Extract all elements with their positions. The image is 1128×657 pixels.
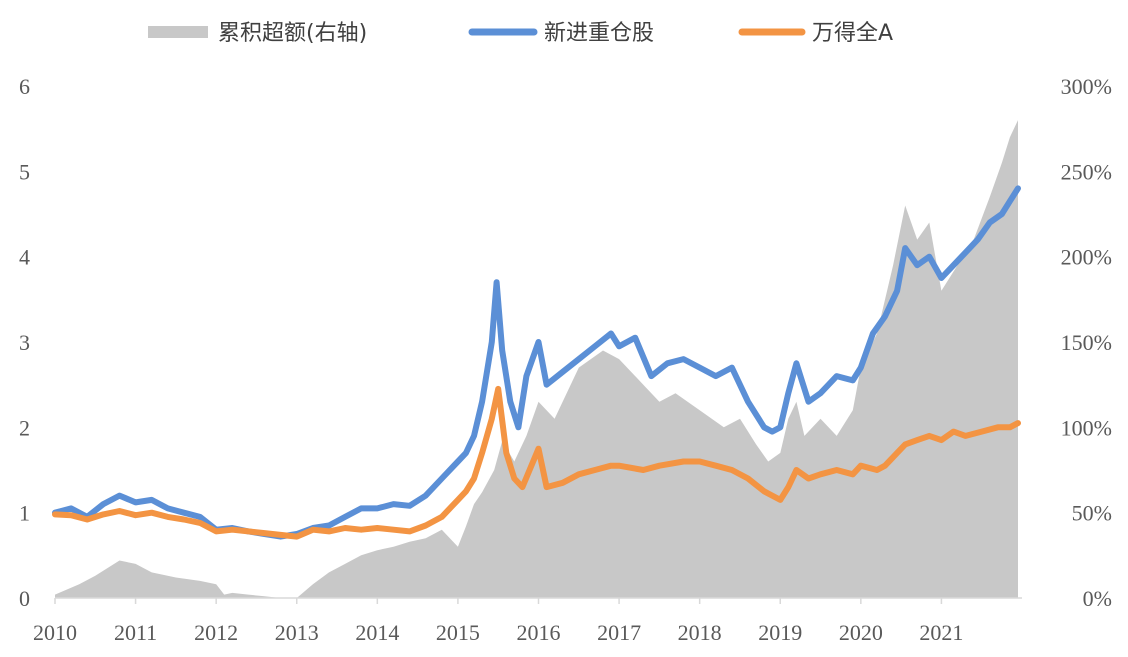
series-area-excess bbox=[55, 120, 1018, 598]
x-tick-label: 2020 bbox=[839, 620, 883, 645]
y-right-tick-label: 100% bbox=[1061, 415, 1112, 440]
x-tick-label: 2019 bbox=[758, 620, 802, 645]
x-tick-label: 2015 bbox=[436, 620, 480, 645]
y-right-tick-label: 300% bbox=[1061, 74, 1112, 99]
y-left-tick-label: 2 bbox=[19, 415, 30, 440]
x-axis: 2010 2011 2012 2013 2014 2015 2016 2017 2018 2019… bbox=[33, 597, 1022, 645]
series-line-2 bbox=[52, 385, 1021, 540]
legend-swatch bbox=[148, 26, 208, 38]
y-right-tick-label: 0% bbox=[1083, 586, 1112, 611]
legend-label: 万得全A bbox=[812, 21, 893, 46]
y-left-tick-label: 0 bbox=[19, 586, 30, 611]
left-axis: 0 1 2 3 4 5 6 bbox=[19, 74, 30, 611]
legend-label: 新进重仓股 bbox=[544, 21, 654, 46]
y-left-tick-label: 1 bbox=[19, 501, 30, 526]
y-left-tick-label: 3 bbox=[19, 330, 30, 355]
y-left-tick-label: 6 bbox=[19, 74, 30, 99]
right-axis: 0% 50% 100% 150% 200% 250% 300% bbox=[1061, 74, 1112, 611]
x-tick-label: 2013 bbox=[275, 620, 319, 645]
x-tick-label: 2011 bbox=[114, 620, 157, 645]
x-tick-label: 2018 bbox=[678, 620, 722, 645]
legend-label: 累积超额(右轴) bbox=[218, 21, 367, 46]
y-right-tick-label: 150% bbox=[1061, 330, 1112, 355]
y-right-tick-label: 50% bbox=[1072, 501, 1112, 526]
x-tick-label: 2016 bbox=[517, 620, 561, 645]
plot-area bbox=[52, 120, 1021, 598]
y-right-tick-label: 250% bbox=[1061, 159, 1112, 184]
x-tick-label: 2017 bbox=[597, 620, 641, 645]
y-left-tick-label: 4 bbox=[19, 245, 30, 270]
y-right-tick-label: 200% bbox=[1061, 245, 1112, 270]
x-tick-label: 2014 bbox=[355, 620, 399, 645]
x-tick-label: 2012 bbox=[194, 620, 238, 645]
legend: 累积超额(右轴) 新进重仓股 万得全A bbox=[148, 21, 893, 46]
y-left-tick-label: 5 bbox=[19, 159, 30, 184]
x-tick-label: 2021 bbox=[919, 620, 963, 645]
x-tick-label: 2010 bbox=[33, 620, 77, 645]
